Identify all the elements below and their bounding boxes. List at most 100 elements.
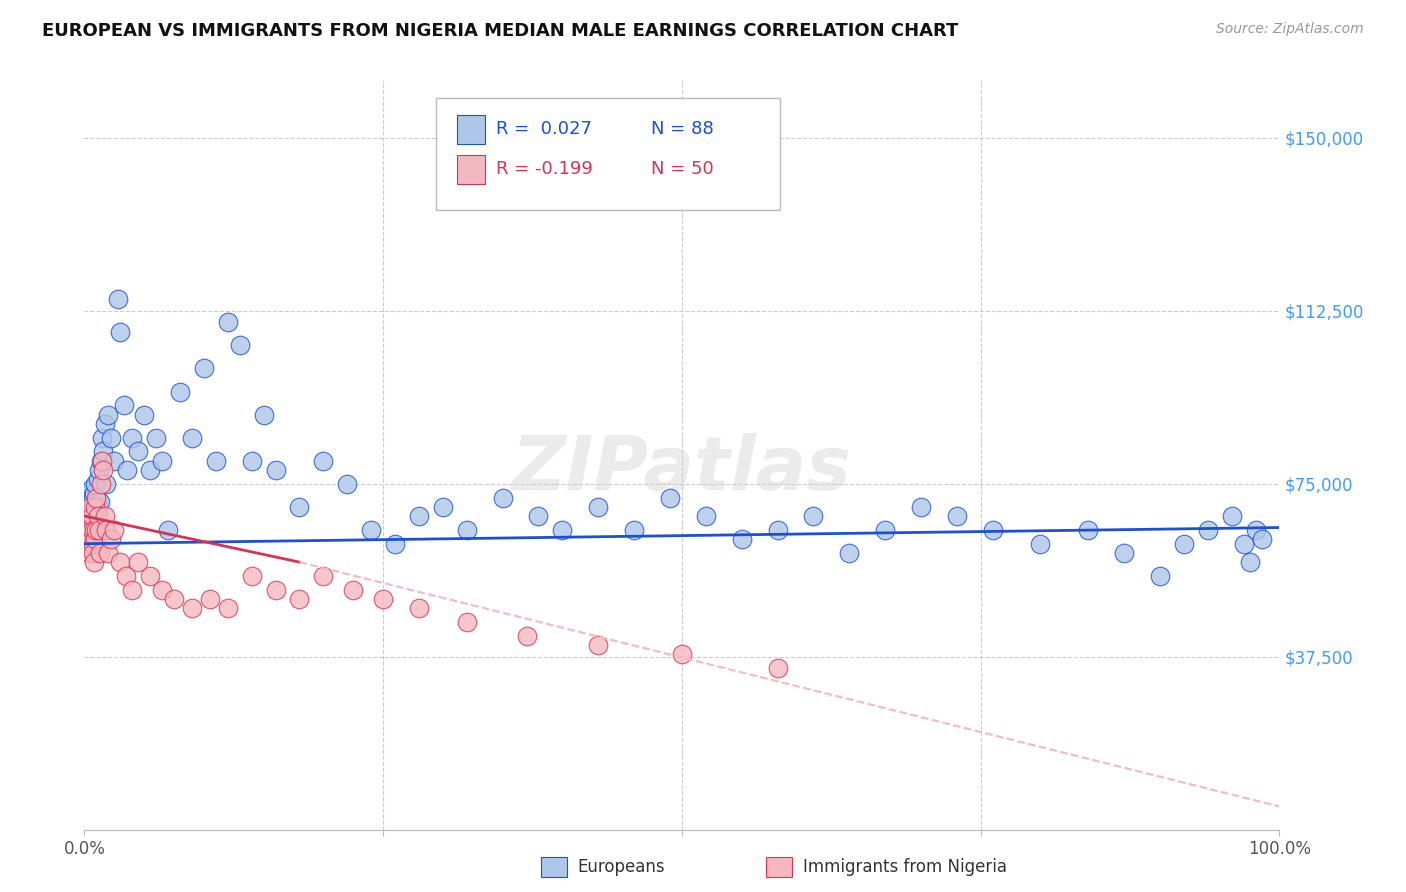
Point	[93, 417, 115, 431]
Point	[76, 532, 98, 546]
Point	[163, 592, 186, 607]
Text: R =  0.027: R = 0.027	[496, 120, 592, 138]
Point	[981, 523, 1004, 537]
Point	[110, 325, 132, 339]
Point	[516, 629, 538, 643]
Point	[408, 508, 430, 523]
Point	[80, 518, 103, 533]
Point	[588, 500, 610, 514]
Point	[1220, 508, 1243, 523]
Point	[87, 463, 110, 477]
Point	[83, 523, 105, 537]
Point	[205, 453, 228, 467]
Point	[169, 384, 191, 399]
Point	[181, 601, 204, 615]
Point	[132, 408, 156, 422]
Point	[432, 500, 454, 514]
Point	[77, 523, 100, 537]
Text: Europeans: Europeans	[578, 858, 665, 876]
Point	[1250, 532, 1272, 546]
Point	[1114, 546, 1136, 560]
Point	[84, 500, 107, 514]
Point	[77, 546, 100, 560]
Point	[1149, 569, 1171, 583]
Point	[79, 504, 101, 518]
Point	[659, 491, 682, 505]
Point	[384, 537, 406, 551]
Point	[90, 453, 112, 467]
Point	[229, 338, 252, 352]
Point	[77, 491, 100, 505]
Point	[86, 508, 108, 523]
Point	[86, 491, 108, 505]
Point	[97, 408, 120, 422]
Point	[82, 537, 104, 551]
Point	[150, 582, 173, 597]
Point	[139, 569, 162, 583]
Point	[527, 508, 550, 523]
Point	[1197, 523, 1219, 537]
Point	[695, 508, 717, 523]
Point	[288, 592, 311, 607]
Point	[360, 523, 382, 537]
Point	[240, 453, 263, 467]
Point	[181, 431, 204, 445]
Point	[1244, 523, 1267, 537]
Point	[103, 453, 125, 467]
Point	[87, 523, 110, 537]
Point	[121, 431, 143, 445]
Point	[1029, 537, 1052, 551]
Point	[94, 476, 117, 491]
Point	[77, 508, 100, 523]
Point	[82, 508, 104, 523]
Point	[150, 453, 173, 467]
Text: N = 88: N = 88	[651, 120, 714, 138]
Point	[76, 500, 98, 514]
Point	[671, 648, 693, 662]
Point	[80, 508, 103, 523]
Point	[83, 486, 105, 500]
Point	[803, 508, 825, 523]
Point	[240, 569, 263, 583]
Point	[82, 500, 104, 514]
Point	[86, 504, 108, 518]
Point	[103, 523, 125, 537]
Point	[1239, 555, 1261, 569]
Point	[87, 523, 110, 537]
Point	[86, 518, 108, 533]
Point	[100, 431, 122, 445]
Point	[91, 453, 114, 467]
Point	[80, 523, 103, 537]
Point	[112, 398, 135, 412]
Point	[456, 523, 478, 537]
Point	[198, 592, 221, 607]
Point	[875, 523, 897, 537]
Point	[93, 463, 115, 477]
Point	[84, 508, 107, 523]
Point	[456, 615, 478, 629]
Point	[100, 532, 122, 546]
Point	[838, 546, 860, 560]
Text: ZIPatlas: ZIPatlas	[512, 434, 852, 507]
Point	[79, 486, 101, 500]
Point	[312, 569, 335, 583]
Text: N = 50: N = 50	[651, 161, 714, 178]
Point	[86, 500, 108, 514]
Point	[90, 476, 112, 491]
Point	[342, 582, 364, 597]
Point	[492, 491, 515, 505]
Point	[373, 592, 395, 607]
Point	[127, 555, 149, 569]
Point	[264, 463, 287, 477]
Point	[1077, 523, 1099, 537]
Point	[89, 495, 111, 509]
Point	[588, 638, 610, 652]
Point	[79, 514, 101, 528]
Point	[766, 523, 789, 537]
Point	[731, 532, 754, 546]
Point	[93, 444, 115, 458]
Point	[157, 523, 180, 537]
Point	[80, 495, 103, 509]
Text: R = -0.199: R = -0.199	[496, 161, 593, 178]
Point	[139, 463, 162, 477]
